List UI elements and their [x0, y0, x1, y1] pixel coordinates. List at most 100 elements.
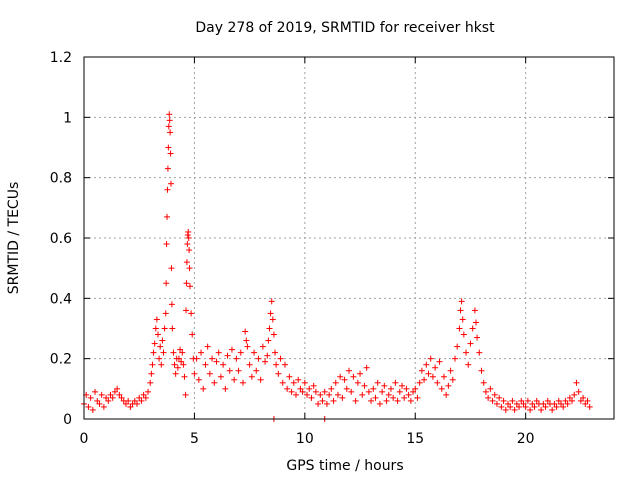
- data-point: [449, 376, 456, 383]
- data-point: [399, 382, 405, 389]
- data-point: [272, 349, 279, 356]
- data-point: [418, 367, 425, 374]
- data-point: [94, 397, 101, 404]
- data-point: [513, 400, 520, 407]
- data-point: [179, 349, 186, 356]
- data-point: [268, 298, 275, 305]
- data-point: [262, 358, 269, 365]
- data-point: [198, 349, 205, 356]
- data-point: [206, 370, 213, 377]
- data-point: [183, 307, 190, 314]
- data-point: [310, 382, 317, 389]
- data-point: [131, 397, 138, 404]
- data-point: [213, 358, 220, 365]
- data-point: [443, 391, 450, 398]
- data-point: [231, 376, 238, 383]
- data-point: [527, 406, 534, 413]
- data-point: [438, 385, 445, 392]
- data-point: [187, 283, 193, 290]
- data-point: [304, 391, 311, 398]
- data-point: [427, 355, 434, 362]
- data-point: [89, 406, 96, 413]
- data-point: [281, 361, 288, 368]
- data-point: [149, 361, 156, 368]
- data-point: [476, 349, 483, 356]
- data-point: [170, 349, 177, 356]
- data-point: [180, 361, 187, 368]
- data-point: [538, 406, 545, 413]
- data-point: [92, 388, 99, 395]
- chart-title: Day 278 of 2019, SRMTID for receiver hks…: [195, 20, 495, 36]
- data-point: [558, 400, 564, 407]
- data-point: [235, 367, 242, 374]
- y-tick-label: 0: [63, 412, 72, 428]
- data-point: [188, 310, 195, 317]
- data-point: [392, 379, 399, 386]
- data-point: [233, 355, 240, 362]
- data-point: [265, 337, 272, 344]
- data-point: [151, 340, 158, 347]
- data-point: [352, 397, 359, 404]
- data-point: [374, 379, 381, 386]
- data-point: [165, 144, 172, 151]
- data-point: [264, 352, 271, 359]
- axis-ticks: [83, 56, 614, 420]
- data-point: [297, 385, 304, 392]
- data-point: [161, 325, 168, 332]
- data-point: [290, 379, 297, 386]
- x-tick-label: 0: [80, 431, 89, 447]
- data-point: [103, 394, 110, 401]
- data-point: [167, 129, 174, 136]
- data-point: [436, 358, 443, 365]
- data-point: [248, 373, 255, 380]
- data-point: [485, 394, 492, 401]
- data-point: [277, 355, 284, 362]
- data-point: [326, 391, 333, 398]
- data-point: [185, 235, 192, 241]
- data-point: [507, 403, 514, 410]
- data-point: [220, 361, 227, 368]
- data-point: [341, 376, 348, 383]
- data-point: [140, 391, 147, 398]
- data-point: [100, 403, 107, 410]
- data-point: [164, 165, 171, 172]
- data-point: [359, 391, 366, 398]
- data-point: [425, 370, 432, 377]
- data-point: [445, 382, 452, 389]
- data-point: [242, 328, 249, 335]
- data-point: [505, 400, 511, 407]
- x-axis-label: GPS time / hours: [286, 458, 403, 474]
- data-point: [500, 397, 507, 404]
- data-point: [540, 400, 547, 407]
- data-point: [487, 385, 494, 392]
- data-point: [275, 370, 282, 377]
- data-point: [533, 397, 540, 404]
- data-point: [321, 388, 328, 395]
- data-point: [142, 394, 149, 401]
- data-point: [164, 186, 171, 193]
- data-point: [440, 373, 447, 380]
- data-point: [244, 343, 251, 350]
- data-point: [582, 400, 589, 407]
- data-point: [98, 391, 105, 398]
- data-points: [81, 111, 593, 422]
- x-tick-label: 5: [190, 431, 199, 447]
- data-point: [474, 334, 481, 341]
- data-point: [459, 316, 466, 323]
- data-point: [319, 397, 326, 404]
- data-point: [350, 373, 357, 380]
- data-point: [357, 370, 364, 377]
- data-point: [301, 379, 308, 386]
- data-point: [185, 228, 192, 235]
- data-point: [195, 376, 202, 383]
- data-point: [385, 391, 392, 398]
- data-point: [125, 397, 132, 404]
- data-point: [270, 331, 277, 338]
- data-point: [189, 331, 196, 338]
- data-point: [172, 370, 179, 377]
- data-point: [186, 265, 193, 272]
- data-point: [295, 376, 302, 383]
- data-point: [564, 400, 571, 407]
- data-point: [465, 361, 472, 368]
- data-point: [348, 388, 355, 395]
